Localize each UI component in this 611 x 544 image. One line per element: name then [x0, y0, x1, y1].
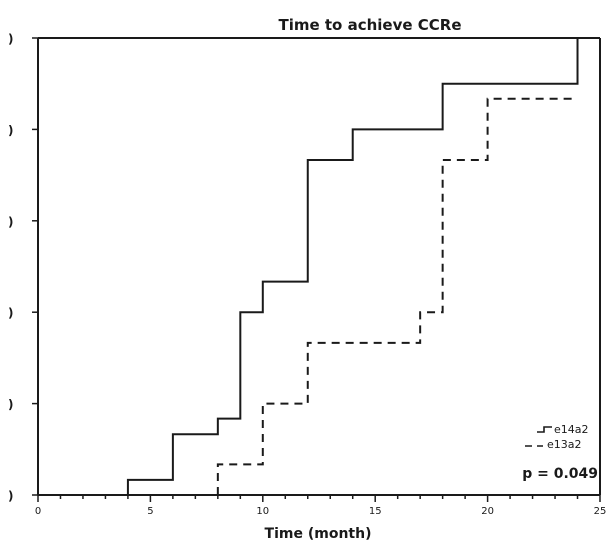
x-ticks: 0 5 10 15 20 25 — [35, 495, 607, 517]
x-tick-label: 15 — [369, 506, 382, 517]
x-tick-label: 5 — [147, 506, 153, 517]
series-e13a2 — [216, 97, 578, 495]
y-tick-label: ) — [8, 32, 13, 46]
legend-label-e14a2: e14a2 — [554, 423, 589, 436]
x-tick-label: 10 — [256, 506, 269, 517]
series-group — [38, 38, 579, 496]
x-tick-label: 20 — [481, 506, 494, 517]
chart-title: Time to achieve CCRe — [278, 16, 461, 34]
x-tick-label: 25 — [594, 506, 607, 517]
y-tick-label: ) — [8, 398, 13, 412]
legend: e14a2 e13a2 — [525, 423, 589, 451]
legend-label-e13a2: e13a2 — [547, 438, 582, 451]
x-axis-label: Time (month) — [265, 526, 372, 542]
plot-area — [37, 37, 601, 496]
y-tick-label: ) — [8, 123, 13, 137]
legend-swatch-e14a2 — [537, 426, 552, 433]
x-tick-label: 0 — [35, 506, 41, 517]
y-tick-label: ) — [8, 306, 13, 320]
y-tick-label: ) — [8, 215, 13, 229]
p-value-annotation: p = 0.049 — [522, 466, 598, 482]
y-tick-label: ) — [8, 489, 13, 503]
y-ticks: )))))) — [8, 32, 38, 503]
series-e14a2 — [38, 38, 579, 496]
